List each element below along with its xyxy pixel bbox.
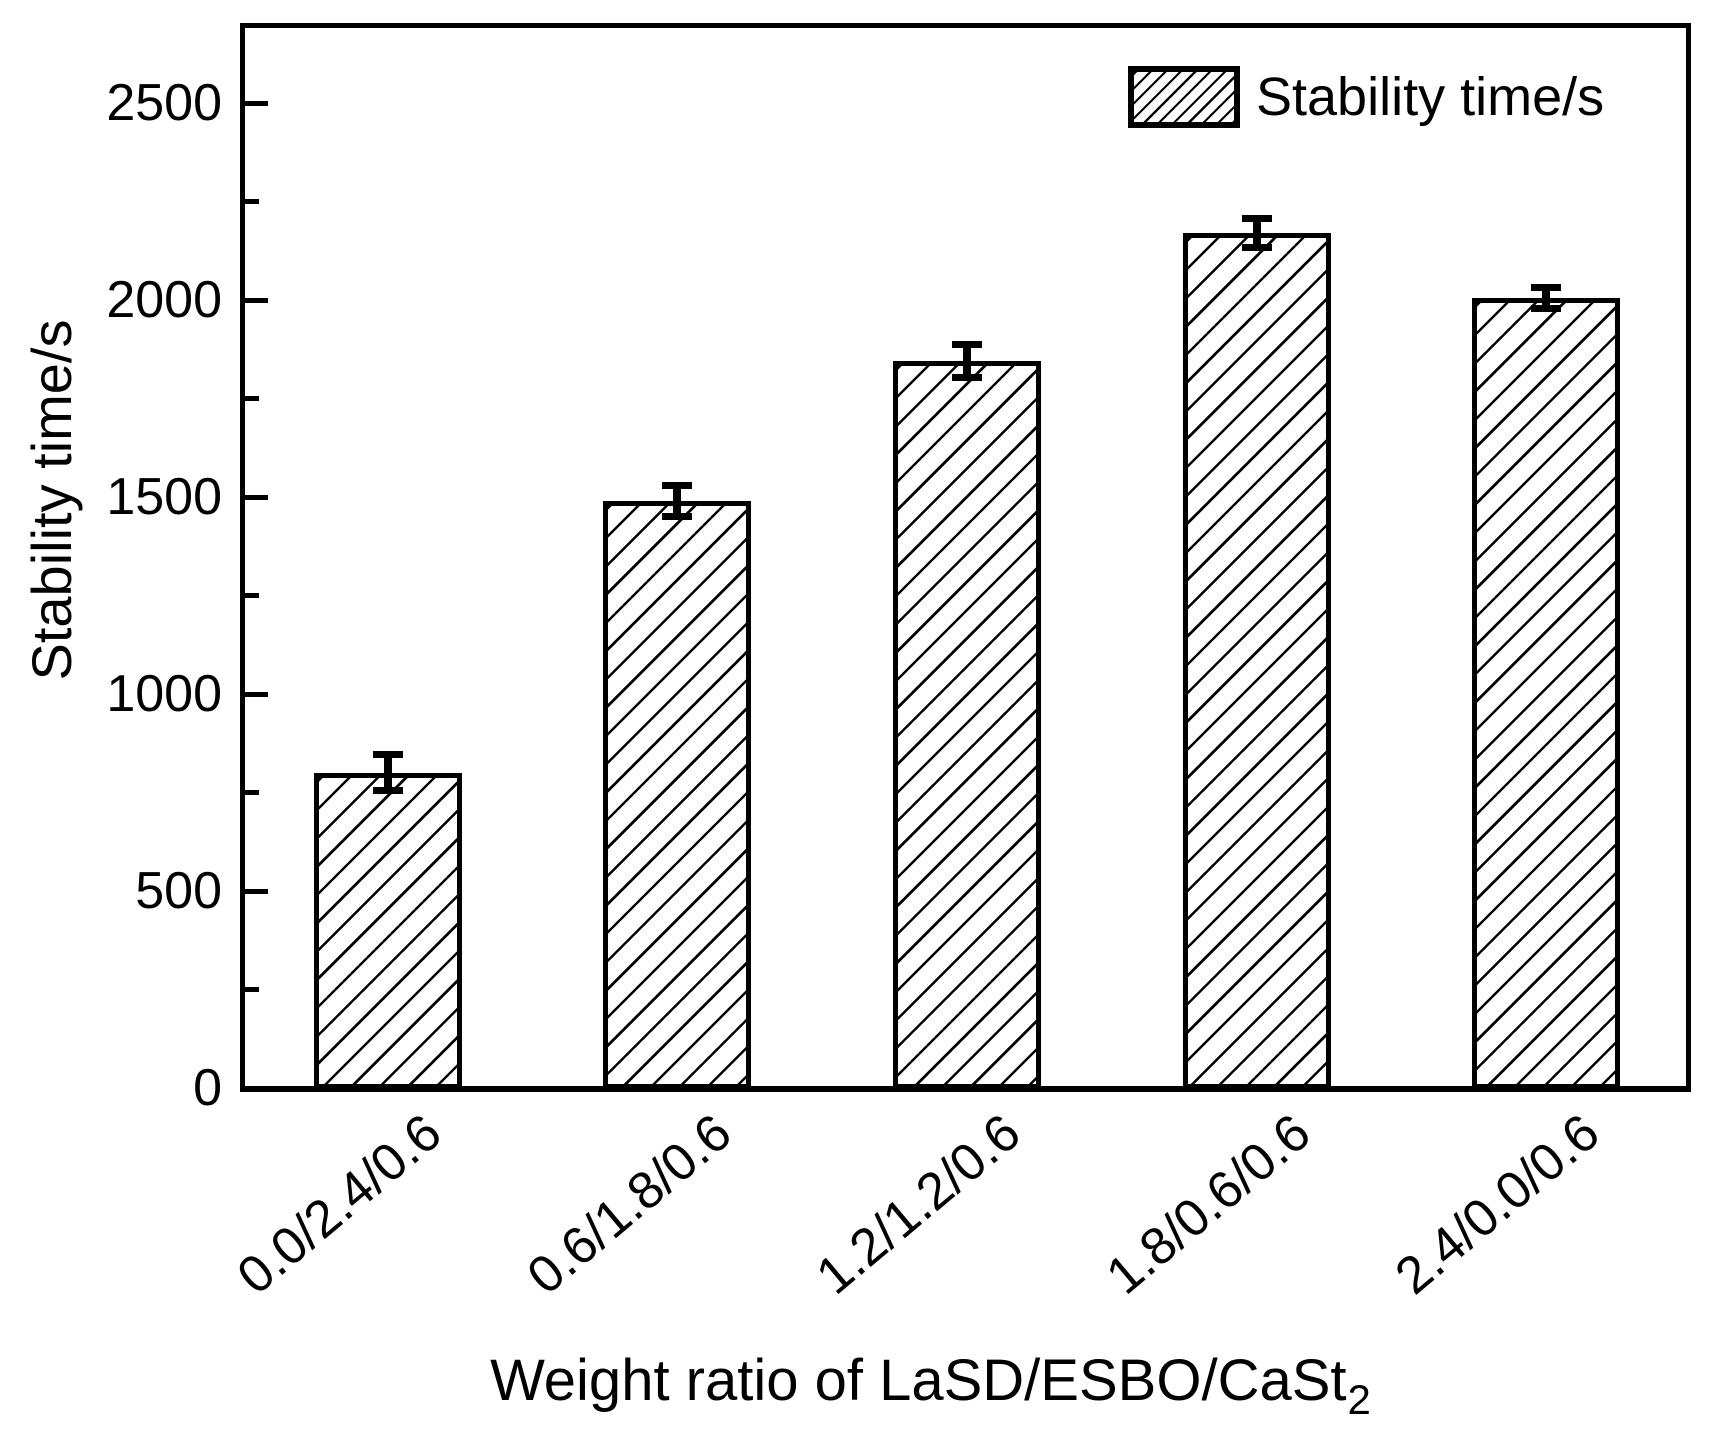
error-bar-top-cap bbox=[1241, 215, 1272, 223]
x-tick-label: 0.0/2.4/0.6 bbox=[226, 1103, 453, 1306]
y-tick-label: 0 bbox=[193, 1059, 222, 1117]
bar bbox=[603, 500, 752, 1089]
y-minor-tick bbox=[245, 199, 259, 204]
y-axis-title: Stability time/s bbox=[20, 319, 83, 681]
x-tick-label: 2.4/0.0/0.6 bbox=[1385, 1103, 1611, 1306]
bar bbox=[893, 361, 1041, 1089]
x-tick-label: 1.8/0.6/0.6 bbox=[1095, 1103, 1322, 1306]
error-bar-stem bbox=[673, 484, 682, 518]
y-tick-label: 2500 bbox=[106, 74, 222, 132]
error-bar-bottom-cap bbox=[1531, 305, 1562, 313]
plot-frame-right-spine bbox=[1686, 23, 1691, 1092]
x-axis-line bbox=[240, 1086, 1691, 1092]
plot-frame-left-spine bbox=[240, 23, 245, 1092]
error-bar-top-cap bbox=[662, 481, 693, 489]
y-minor-tick bbox=[245, 396, 259, 401]
y-major-tick bbox=[245, 100, 268, 106]
error-bar-stem bbox=[1542, 286, 1551, 310]
y-tick-label: 500 bbox=[135, 862, 222, 920]
bar bbox=[313, 772, 462, 1089]
y-tick-label: 2000 bbox=[106, 271, 222, 329]
y-tick-label: 1000 bbox=[106, 665, 222, 723]
error-bar-stem bbox=[383, 754, 392, 792]
y-major-tick bbox=[245, 888, 268, 894]
x-axis-title-text: Weight ratio of LaSD/ESBO/CaSt bbox=[490, 1348, 1347, 1413]
error-bar-bottom-cap bbox=[372, 787, 403, 795]
error-bar-top-cap bbox=[952, 341, 982, 349]
x-axis-title: Weight ratio of LaSD/ESBO/CaSt2 bbox=[200, 1348, 1660, 1423]
legend-hatch-swatch bbox=[1128, 66, 1240, 128]
error-bar-top-cap bbox=[372, 751, 403, 759]
error-bar-top-cap bbox=[1531, 283, 1562, 291]
error-bar-bottom-cap bbox=[662, 513, 693, 521]
x-axis-title-subscript: 2 bbox=[1347, 1376, 1371, 1423]
y-minor-tick bbox=[245, 790, 259, 795]
x-tick-label: 1.2/1.2/0.6 bbox=[806, 1103, 1032, 1306]
y-minor-tick bbox=[245, 593, 259, 598]
y-major-tick bbox=[245, 691, 268, 697]
y-minor-tick bbox=[245, 987, 259, 992]
error-bar-bottom-cap bbox=[952, 374, 982, 381]
bar bbox=[1182, 233, 1331, 1089]
y-tick-label: 1500 bbox=[106, 468, 222, 526]
error-bar-stem bbox=[1252, 218, 1261, 248]
plot-frame-top-spine bbox=[240, 23, 1691, 28]
bar bbox=[1472, 298, 1621, 1089]
legend-label: Stability time/s bbox=[1256, 67, 1605, 127]
y-major-tick bbox=[245, 494, 268, 500]
x-tick-label: 0.6/1.8/0.6 bbox=[516, 1103, 743, 1306]
error-bar-stem bbox=[963, 344, 971, 378]
y-major-tick bbox=[245, 297, 268, 303]
error-bar-bottom-cap bbox=[1241, 243, 1272, 251]
